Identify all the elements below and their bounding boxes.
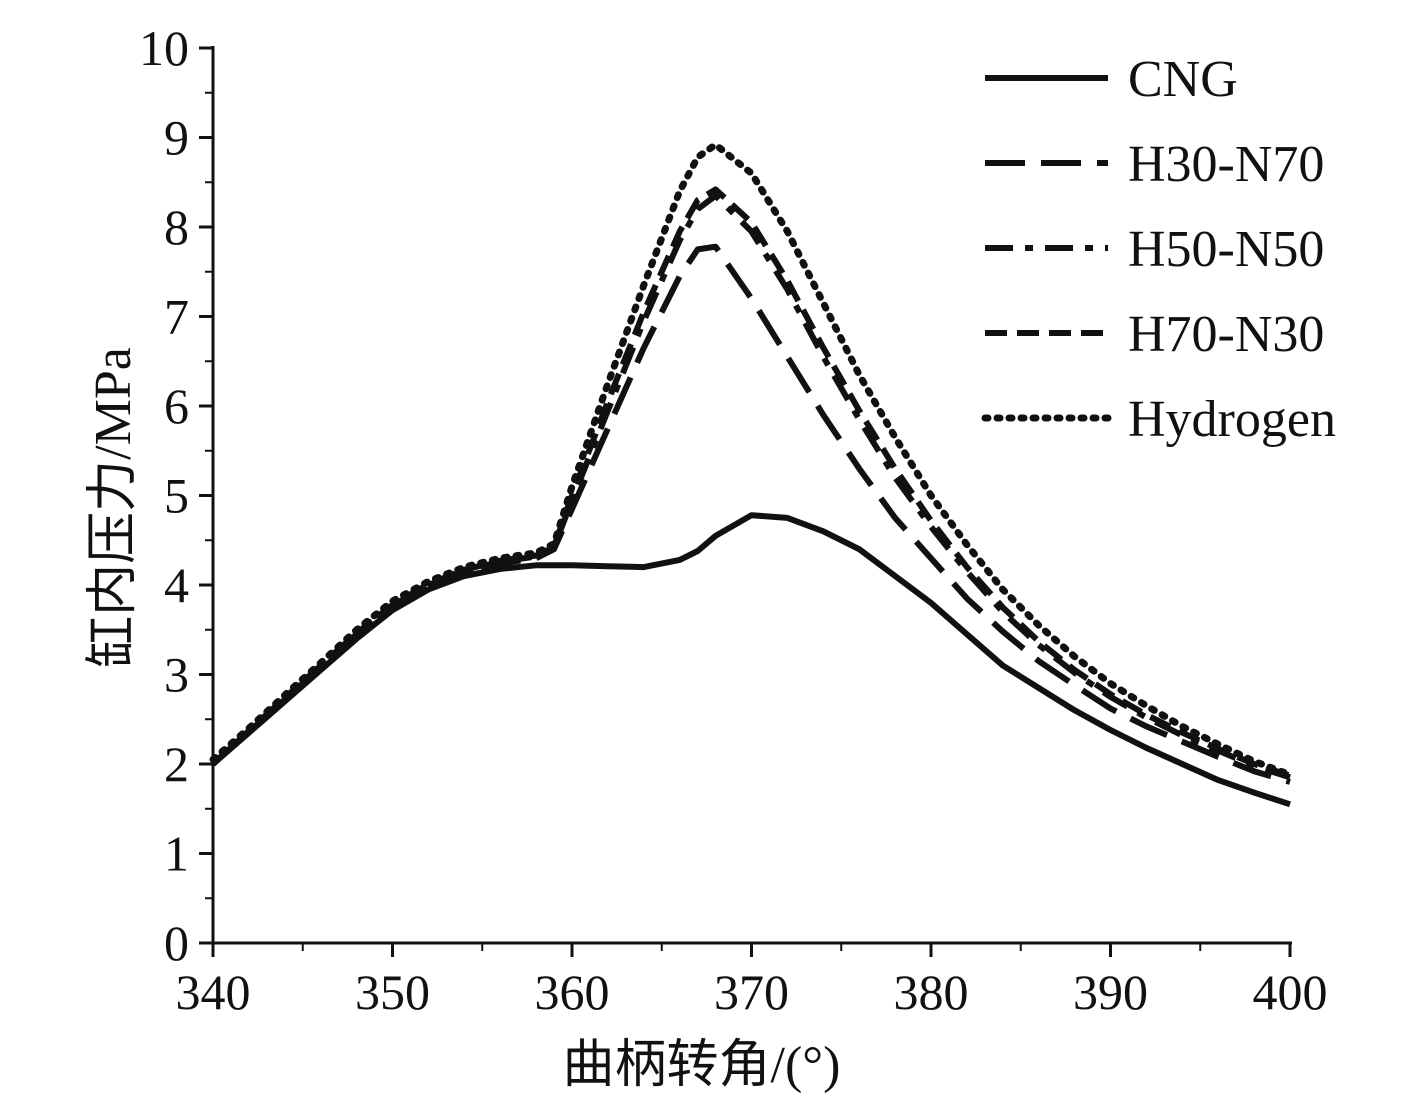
legend: CNG H30-N70 H50-N50 H70-N30 Hydrogen: [981, 51, 1336, 448]
x-ticks: 340 350 360 370 380 390 400: [176, 943, 1328, 1020]
x-axis-title: 曲柄转角/(°): [563, 1037, 841, 1094]
y-tick-label: 2: [164, 736, 189, 792]
y-tick-label: 3: [164, 647, 189, 703]
series-line-h70-n30: [210, 186, 1291, 779]
x-tick-label: 390: [1073, 964, 1148, 1020]
legend-label: Hydrogen: [1128, 391, 1336, 448]
legend-label: H70-N30: [1128, 306, 1324, 363]
y-tick-label: 10: [139, 20, 189, 76]
y-tick-label: 6: [164, 378, 189, 434]
legend-label: CNG: [1128, 51, 1238, 108]
y-tick-label: 9: [164, 110, 189, 166]
series-line-h50-n50: [210, 192, 1291, 781]
x-tick-label: 370: [714, 964, 789, 1020]
legend-label: H30-N70: [1128, 136, 1324, 193]
y-axis-title: 缸内压力/MPa: [84, 347, 142, 668]
y-tick-label: 4: [164, 557, 189, 613]
legend-label: H50-N50: [1128, 221, 1324, 278]
x-tick-label: 380: [894, 964, 969, 1020]
y-tick-label: 8: [164, 199, 189, 255]
series-line-hydrogen: [209, 141, 1294, 779]
x-tick-label: 350: [355, 964, 430, 1020]
y-tick-label: 1: [164, 826, 189, 882]
series-layer: [209, 141, 1294, 808]
y-tick-label: 5: [164, 468, 189, 524]
x-tick-label: 400: [1253, 964, 1328, 1020]
x-tick-label: 360: [535, 964, 610, 1020]
y-tick-label: 7: [164, 289, 189, 345]
series-line-cng: [211, 512, 1291, 808]
x-tick-label: 340: [176, 964, 251, 1020]
y-ticks: 0 1 2 3 4 5 6 7 8 9 10: [139, 20, 213, 971]
y-tick-label: 0: [164, 915, 189, 971]
